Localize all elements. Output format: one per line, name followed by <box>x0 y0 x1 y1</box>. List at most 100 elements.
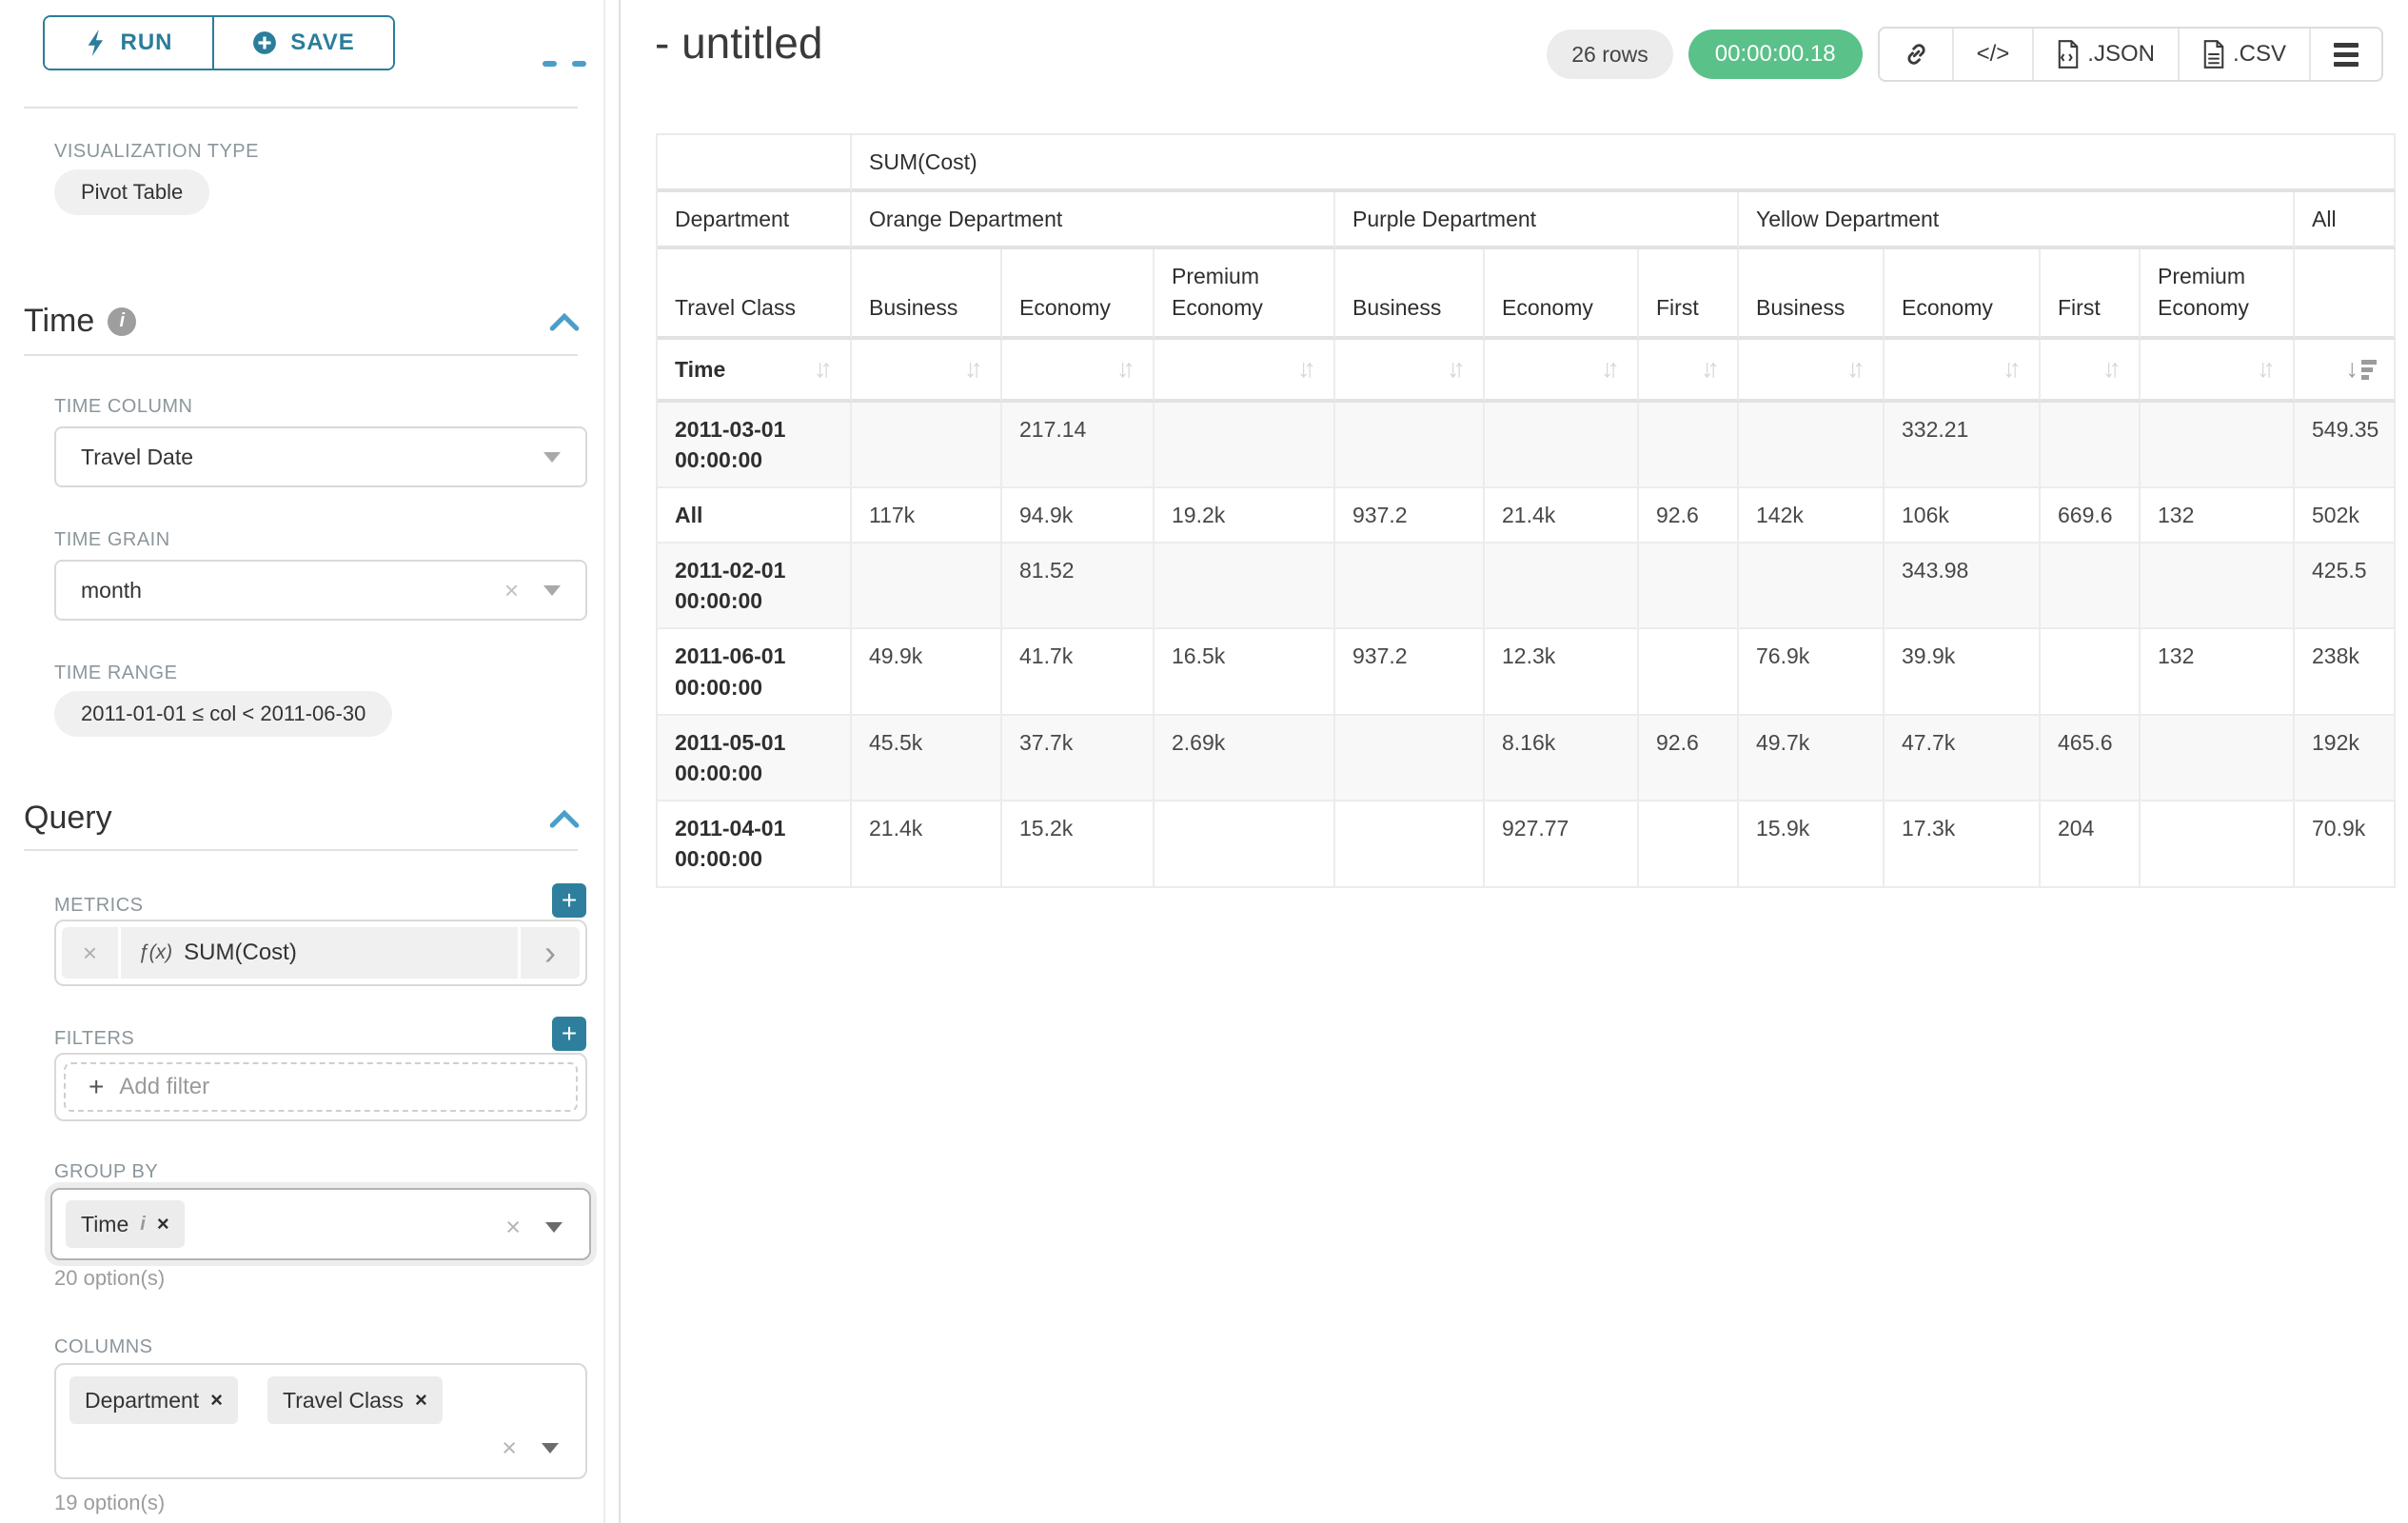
visualization-type-pill[interactable]: Pivot Table <box>54 169 210 215</box>
column-sort-header[interactable]: ↓↑ <box>1002 339 1155 403</box>
save-button[interactable]: SAVE <box>214 17 393 69</box>
pivot-cell <box>852 402 1002 488</box>
caret-down-icon[interactable] <box>545 1222 563 1233</box>
metrics-label: METRICS <box>54 895 144 916</box>
view-query-button[interactable]: </> <box>1951 29 2033 80</box>
pivot-cell: 465.6 <box>2041 715 2141 802</box>
travel-class-header: Business <box>852 249 1002 340</box>
column-sort-header[interactable]: ↓↑ <box>852 339 1002 403</box>
clear-icon[interactable]: × <box>502 1434 517 1462</box>
row-label: 2011-03-01 00:00:00 <box>658 402 852 488</box>
group-by-label: GROUP BY <box>54 1161 159 1182</box>
time-range-pill[interactable]: 2011-01-01 ≤ col < 2011-06-30 <box>54 691 393 737</box>
column-sort-header[interactable]: ↓↑ <box>2041 339 2141 403</box>
column-sort-header[interactable]: ↓↑ <box>1639 339 1739 403</box>
info-icon[interactable]: i <box>140 1213 146 1235</box>
pivot-cell: 37.7k <box>1002 715 1155 802</box>
pivot-cell <box>1485 544 1639 630</box>
add-metric-button[interactable]: + <box>552 883 586 918</box>
pivot-cell: 45.5k <box>852 715 1002 802</box>
travel-class-dimension-label: Travel Class <box>658 249 852 340</box>
table-row: 2011-06-01 00:00:00 49.9k 41.7k 16.5k 937.2 1… <box>658 629 2397 716</box>
collapse-chevron-up-icon[interactable] <box>548 807 581 830</box>
share-link-button[interactable] <box>1880 29 1952 80</box>
column-sort-header[interactable]: ↓↑ <box>1485 339 1639 403</box>
pivot-cell: 927.77 <box>1485 801 1639 888</box>
pivot-cell: 142k <box>1739 487 1885 544</box>
export-json-button[interactable]: .JSON <box>2032 29 2178 80</box>
column-sort-header[interactable]: ↓↑ <box>1155 339 1335 403</box>
table-row: All 117k 94.9k 19.2k 937.2 21.4k 92.6 142k 106k 6… <box>658 487 2397 544</box>
sort-descending-icon: ↓ <box>2312 356 2378 382</box>
export-csv-button[interactable]: .CSV <box>2177 29 2309 80</box>
time-sort-header[interactable]: Time ↓↑ <box>658 339 852 403</box>
pivot-cell: 238k <box>2295 629 2397 716</box>
remove-tag-icon[interactable]: × <box>210 1388 224 1412</box>
section-divider <box>24 107 578 109</box>
time-column-select[interactable]: Travel Date <box>54 426 587 487</box>
pivot-cell: 21.4k <box>1485 487 1639 544</box>
caret-down-icon <box>543 584 561 596</box>
chart-title[interactable]: - untitled <box>655 18 823 68</box>
pivot-cell: 49.9k <box>852 629 1002 716</box>
columns-select[interactable]: Department × Travel Class × × <box>54 1363 587 1479</box>
add-filter-plus-button[interactable]: + <box>552 1017 586 1051</box>
caret-down-icon <box>543 451 561 463</box>
add-filter-button[interactable]: + Add filter <box>64 1062 578 1112</box>
travel-class-header: First <box>1639 249 1739 340</box>
pivot-cell: 132 <box>2141 629 2295 716</box>
pivot-cell: 16.5k <box>1155 629 1335 716</box>
travel-class-header: Business <box>1739 249 1885 340</box>
group-by-tag: Time i × <box>66 1200 185 1248</box>
travel-class-header: Premium Economy <box>1155 249 1335 340</box>
column-sort-header[interactable]: ↓↑ <box>1885 339 2041 403</box>
pivot-cell: 81.52 <box>1002 544 1155 630</box>
travel-class-header: Economy <box>1485 249 1639 340</box>
department-group-header: All <box>2295 192 2397 250</box>
pivot-cell <box>2041 544 2141 630</box>
column-sort-header[interactable]: ↓↑ <box>2141 339 2295 403</box>
more-options-button[interactable] <box>2309 29 2381 80</box>
time-grain-select[interactable]: month × <box>54 560 587 621</box>
caret-down-icon[interactable] <box>542 1443 559 1454</box>
column-sort-header[interactable]: ↓ <box>2295 339 2397 403</box>
clipped-info-icon <box>543 61 557 67</box>
clipped-chevron-icon <box>572 61 586 67</box>
remove-tag-icon[interactable]: × <box>156 1212 169 1236</box>
pivot-cell: 17.3k <box>1885 801 2041 888</box>
corner-cell <box>658 135 852 193</box>
table-row: 2011-04-01 00:00:00 21.4k 15.2k 927.77 15.9k… <box>658 801 2397 888</box>
link-icon <box>1907 44 1925 65</box>
pivot-cell: 76.9k <box>1739 629 1885 716</box>
run-button[interactable]: RUN <box>45 17 214 69</box>
sort-icon: ↓↑ <box>964 353 983 383</box>
sort-header-row: Time ↓↑ ↓↑ ↓↑ ↓↑ ↓↑ ↓↑ ↓↑ ↓↑ ↓↑ ↓↑ ↓↑ ↓ <box>658 339 2397 403</box>
row-label: All <box>658 487 852 544</box>
sidebar-scrollbar[interactable] <box>603 0 605 1523</box>
remove-tag-icon[interactable]: × <box>414 1388 427 1412</box>
row-count-badge: 26 rows <box>1547 30 1673 79</box>
pivot-cell <box>1155 801 1335 888</box>
metric-pill[interactable]: × ƒ(x) SUM(Cost) › <box>62 927 580 979</box>
pivot-cell: 117k <box>852 487 1002 544</box>
sort-icon: ↓↑ <box>1447 353 1466 383</box>
chevron-right-icon[interactable]: › <box>544 933 556 972</box>
query-timer-badge: 00:00:00.18 <box>1688 30 1863 79</box>
pivot-cell <box>1485 402 1639 488</box>
remove-metric-icon[interactable]: × <box>62 927 121 979</box>
column-sort-header[interactable]: ↓↑ <box>1335 339 1485 403</box>
time-grain-label: TIME GRAIN <box>54 529 170 550</box>
pivot-cell <box>1155 402 1335 488</box>
clear-icon[interactable]: × <box>503 575 519 604</box>
group-by-select[interactable]: Time i × × <box>50 1188 591 1260</box>
row-label: 2011-06-01 00:00:00 <box>658 629 852 716</box>
pivot-cell: 132 <box>2141 487 2295 544</box>
clear-icon[interactable]: × <box>505 1213 521 1241</box>
pivot-cell <box>2041 402 2141 488</box>
visualization-type-label: VISUALIZATION TYPE <box>54 141 259 162</box>
collapse-chevron-up-icon[interactable] <box>548 310 581 333</box>
info-icon[interactable]: i <box>108 307 137 336</box>
pivot-cell: 425.5 <box>2295 544 2397 630</box>
pivot-table-container: SUM(Cost) Department Orange Department Purp… <box>656 133 2397 888</box>
column-sort-header[interactable]: ↓↑ <box>1739 339 1885 403</box>
